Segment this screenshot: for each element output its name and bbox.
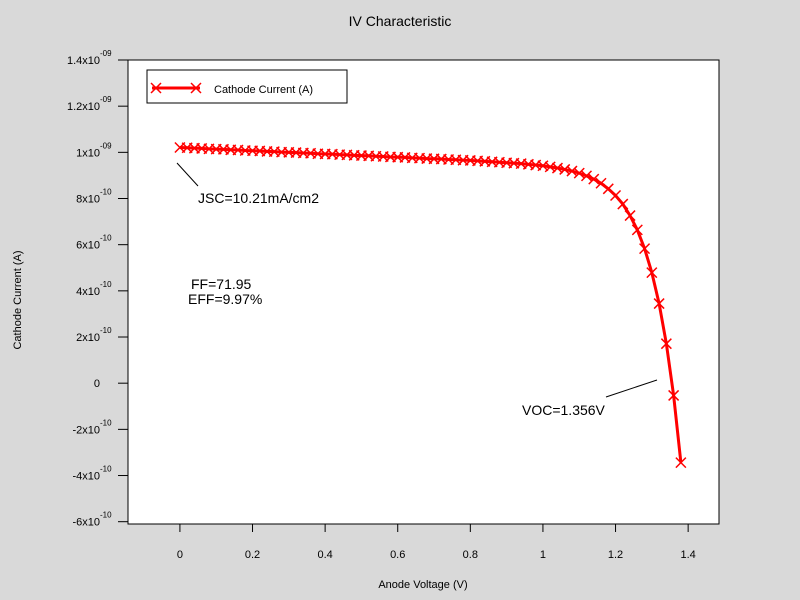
x-axis-label: Anode Voltage (V) xyxy=(378,579,467,591)
y-tick-label: 0 xyxy=(94,378,100,390)
x-tick-label: 1.4 xyxy=(680,549,695,561)
x-tick-label: 0.4 xyxy=(317,549,332,561)
marker xyxy=(617,198,629,210)
series xyxy=(174,141,687,469)
marker xyxy=(610,189,622,202)
annotation-pointer xyxy=(605,379,658,398)
y-tick-mantissa: 4x10 xyxy=(76,286,100,298)
x-tick-label: 0.2 xyxy=(245,549,260,561)
y-tick-exponent: -10 xyxy=(100,465,112,474)
y-tick-label: 2x10-10 xyxy=(76,326,112,344)
marker xyxy=(573,167,585,179)
y-tick-label: 8x10-10 xyxy=(76,188,112,206)
x-tick-label: 1 xyxy=(540,549,546,561)
marker xyxy=(566,165,578,177)
chart-title: IV Characteristic xyxy=(349,13,452,29)
legend-label: Cathode Current (A) xyxy=(214,84,313,96)
x-tick-label: 1.2 xyxy=(608,549,623,561)
y-tick-label: 1.4x10-09 xyxy=(67,49,112,67)
y-axis-label: Cathode Current (A) xyxy=(12,250,24,349)
y-tick-label: 4x10-10 xyxy=(76,280,112,298)
annotation: EFF=9.97% xyxy=(188,291,262,307)
marker xyxy=(646,267,658,279)
y-tick-exponent: -10 xyxy=(100,326,112,335)
marker xyxy=(595,177,607,189)
y-tick-exponent: -09 xyxy=(100,49,112,58)
y-tick-exponent: -10 xyxy=(100,188,112,197)
annotation: JSC=10.21mA/cm2 xyxy=(198,190,319,206)
marker xyxy=(653,298,665,310)
y-tick-mantissa: 8x10 xyxy=(76,194,100,206)
marker xyxy=(639,243,651,255)
marker xyxy=(675,457,687,469)
x-tick-label: 0 xyxy=(177,549,183,561)
y-tick-mantissa: -6x10 xyxy=(72,517,100,529)
marker xyxy=(668,389,680,401)
marker xyxy=(624,210,636,222)
y-tick-exponent: -10 xyxy=(100,234,112,243)
marker xyxy=(660,338,672,350)
y-tick-mantissa: 1.4x10 xyxy=(67,55,100,67)
y-tick-exponent: -10 xyxy=(100,511,112,520)
y-tick-label: -2x10-10 xyxy=(72,418,112,436)
y-tick-label: 6x10-10 xyxy=(76,234,112,252)
y-tick-mantissa: -4x10 xyxy=(72,471,100,483)
y-tick-mantissa: 2x10 xyxy=(76,332,100,344)
series-line xyxy=(179,145,683,463)
y-tick-label: 1.2x10-09 xyxy=(67,95,112,113)
marker xyxy=(580,170,593,182)
annotation-pointer xyxy=(176,162,199,187)
y-tick-mantissa: 1x10 xyxy=(76,147,100,159)
y-tick-mantissa: -2x10 xyxy=(72,424,100,436)
y-tick-label: -4x10-10 xyxy=(72,465,112,483)
y-tick-mantissa: 1.2x10 xyxy=(67,101,100,113)
legend-marker xyxy=(150,82,202,94)
y-tick-mantissa: 6x10 xyxy=(76,240,100,252)
y-tick-exponent: -09 xyxy=(100,95,112,104)
marker xyxy=(631,224,643,236)
y-tick-exponent: -10 xyxy=(100,418,112,427)
annotation: FF=71.95 xyxy=(191,276,252,292)
y-tick-label: -6x10-10 xyxy=(72,511,112,529)
y-tick-exponent: -10 xyxy=(100,280,112,289)
y-tick-exponent: -09 xyxy=(100,141,112,150)
y-tick-label: 1x10-09 xyxy=(76,141,112,159)
x-tick-label: 0.8 xyxy=(463,549,478,561)
annotation: VOC=1.356V xyxy=(522,402,606,418)
x-tick-label: 0.6 xyxy=(390,549,405,561)
marker xyxy=(588,173,600,185)
plot-area xyxy=(127,59,720,525)
